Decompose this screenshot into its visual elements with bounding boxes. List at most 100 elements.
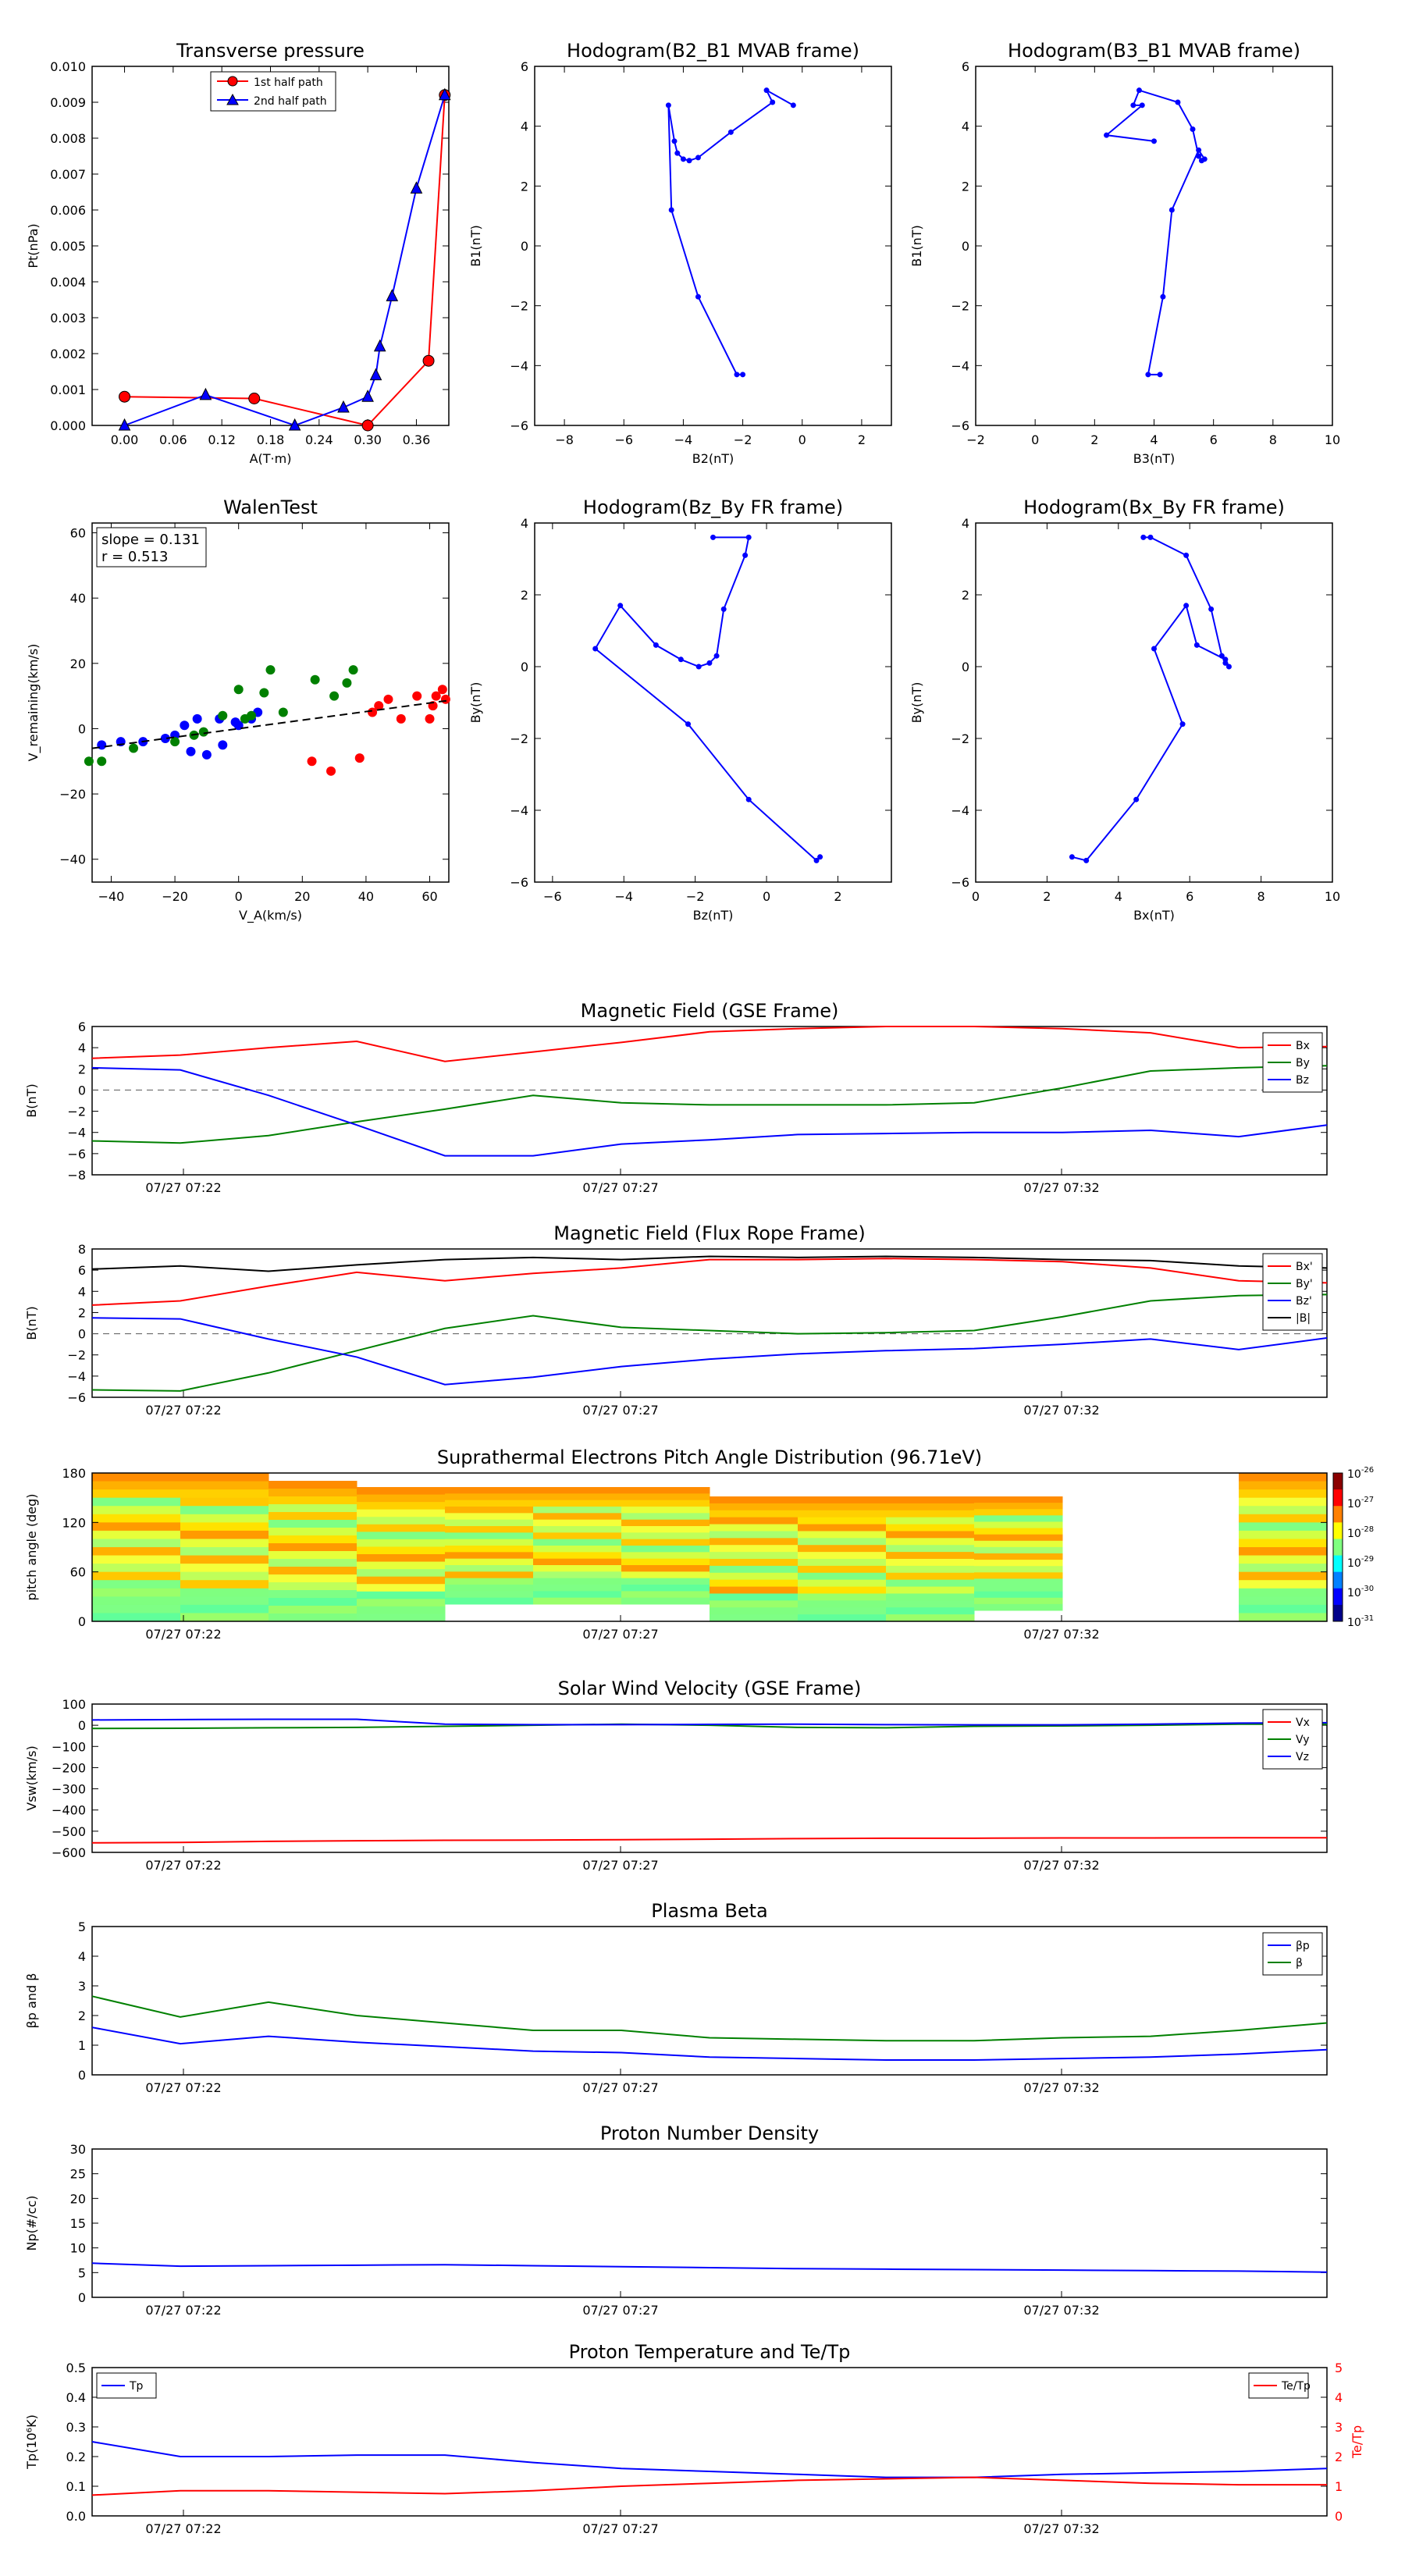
- beta-strip: Plasma Beta βp and β 0 1 2 3 4 5 07/27 07:22 07/2…: [24, 1900, 1328, 2095]
- y-tick-label: 2: [78, 2008, 86, 2023]
- x-tick-label: −2: [734, 432, 752, 447]
- colorbar-tick-label: 10-28: [1347, 1525, 1374, 1540]
- panel-title: Transverse pressure: [176, 40, 365, 62]
- walen-point: [265, 665, 276, 675]
- axes-frame: [534, 66, 892, 426]
- pad-cell: [92, 1497, 181, 1507]
- y-tick-label: 0.009: [50, 95, 86, 110]
- strip-frame: [91, 1248, 1328, 1398]
- pad-cell: [621, 1493, 710, 1501]
- pad-cell: [1239, 1613, 1328, 1622]
- pad-cell: [533, 1571, 622, 1579]
- y-tick-label: 0: [78, 2290, 86, 2305]
- hodogram-point: [790, 102, 796, 109]
- legend-label: Tp: [129, 2380, 144, 2393]
- pad-cell: [357, 1532, 446, 1540]
- time-tick-label: 07/27 07:27: [582, 1858, 658, 1873]
- pad-cell: [180, 1596, 269, 1606]
- pad-cell: [445, 1558, 534, 1566]
- pad-cell: [886, 1545, 975, 1553]
- x-tick-label: 8: [1269, 432, 1277, 447]
- strip-y-label: Vsw(km/s): [24, 1745, 39, 1810]
- y-tick-label: 0.008: [50, 131, 86, 146]
- strip-y-label: B(nT): [24, 1306, 39, 1340]
- right-tick-label: 4: [1335, 2390, 1343, 2405]
- hodogram-point: [706, 660, 713, 666]
- y-tick-label: 4: [78, 1284, 86, 1299]
- hodogram-point: [727, 129, 734, 135]
- x-tick-label: −2: [966, 432, 985, 447]
- hodogram-point: [770, 99, 776, 105]
- strip-legend: Bx By Bz: [1262, 1032, 1323, 1093]
- colorbar-tick-label: 10-26: [1347, 1466, 1374, 1481]
- colorbar-band: [1333, 1506, 1343, 1523]
- y-tick-label: −4: [510, 358, 528, 373]
- pad-cell: [533, 1513, 622, 1521]
- pad-cell: [180, 1481, 269, 1490]
- pad-cell: [180, 1497, 269, 1507]
- annotation-box: [96, 527, 207, 568]
- y-tick-label: −6: [67, 1390, 86, 1405]
- transverse-pressure-panel: 0.00 0.06 0.12 0.18 0.24 0.30 0.36 0.000 0.001 0.…: [26, 40, 451, 466]
- y-tick-label: 40: [70, 591, 86, 606]
- y-tick-label: 0.5: [66, 2361, 86, 2375]
- legend-label: Bx: [1296, 1040, 1310, 1052]
- legend-label: β: [1296, 1957, 1303, 1969]
- y-tick-label: 20: [70, 2191, 86, 2206]
- strip-series-line: [91, 2026, 1328, 2061]
- tp-marker-circle: [119, 390, 131, 403]
- axes-frame: [975, 66, 1333, 426]
- strip-legend: Bx' By' Bz' |B|: [1262, 1253, 1323, 1331]
- pad-cell: [357, 1599, 446, 1607]
- hodogram-point: [668, 207, 674, 213]
- strip-series-line: [91, 1995, 1328, 2042]
- x-tick-label: −40: [98, 889, 125, 904]
- right-tick-label: 1: [1335, 2479, 1343, 2494]
- y-tick-label: −2: [510, 299, 528, 314]
- legend-label: Vy: [1296, 1734, 1310, 1746]
- pad-cell: [1239, 1580, 1328, 1589]
- time-tick-label: 07/27 07:27: [582, 2080, 658, 2095]
- pad-cell: [1239, 1571, 1328, 1581]
- time-tick-label: 07/27 07:32: [1023, 2521, 1099, 2536]
- pad-cell: [357, 1584, 446, 1592]
- walen-point: [348, 665, 358, 675]
- pad-cell: [886, 1524, 975, 1532]
- walen-point: [368, 707, 378, 717]
- y-tick-label: 6: [78, 1019, 86, 1034]
- y-tick-label: 0.010: [50, 59, 86, 74]
- walen-point: [198, 727, 208, 737]
- time-tick-label: 07/27 07:22: [145, 1403, 221, 1418]
- pad-cell: [92, 1588, 181, 1597]
- y-tick-label: 0: [78, 1614, 86, 1629]
- pad-cell: [1239, 1530, 1328, 1539]
- strip-legend: Vx Vy Vz: [1262, 1709, 1323, 1770]
- time-tick-label: 07/27 07:22: [145, 1180, 221, 1195]
- time-tick-label: 07/27 07:22: [145, 2521, 221, 2536]
- pad-cell: [974, 1528, 1063, 1535]
- pad-cell: [445, 1597, 534, 1605]
- pad-cell: [445, 1487, 534, 1494]
- tp-legend: 1st half path 2nd half path: [210, 71, 336, 112]
- strip-frame: [91, 1026, 1328, 1176]
- pad-cell: [1239, 1506, 1328, 1515]
- hodogram-point: [592, 646, 599, 652]
- pad-cell: [445, 1513, 534, 1521]
- strip-series-line: [91, 1066, 1328, 1157]
- colorbar-tick-exponent: -26: [1361, 1466, 1374, 1475]
- colorbar-tick-exponent: -29: [1361, 1555, 1374, 1564]
- pad-cell: [445, 1578, 534, 1585]
- pad-cell: [886, 1579, 975, 1588]
- y-tick-label: 4: [78, 1041, 86, 1055]
- pad-cell: [445, 1493, 534, 1501]
- legend-label: βp: [1296, 1940, 1310, 1952]
- y-tick-label: 2: [521, 179, 528, 194]
- y-axis-label: By(nT): [468, 682, 483, 724]
- pad-cell: [445, 1565, 534, 1572]
- hodogram-line: [1072, 536, 1230, 862]
- pad-cell: [269, 1614, 357, 1622]
- y-tick-label: 0: [521, 660, 528, 674]
- y-tick-label: −2: [951, 731, 969, 746]
- pad-cell: [886, 1572, 975, 1581]
- y-tick-label: 0: [962, 660, 969, 674]
